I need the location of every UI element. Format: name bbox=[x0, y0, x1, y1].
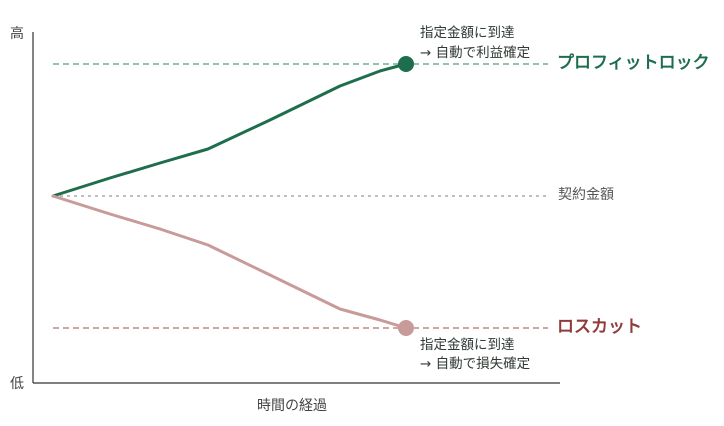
profit-lock-label: プロフィットロック bbox=[557, 53, 710, 73]
profit-lock-point bbox=[398, 56, 414, 72]
profit-trajectory bbox=[51, 62, 408, 198]
y-axis-low-label: 低 bbox=[10, 376, 24, 392]
contract-amount-label: 契約金額 bbox=[558, 187, 614, 203]
profit-note-line2: → 自動で利益確定 bbox=[420, 45, 531, 61]
loss-note-line2: → 自動で損失確定 bbox=[420, 356, 531, 372]
x-axis-label: 時間の経過 bbox=[257, 398, 327, 414]
loss-note-line1: 指定金額に到達 bbox=[420, 337, 515, 353]
loss-trajectory bbox=[51, 194, 408, 330]
loss-cut-point bbox=[398, 320, 414, 336]
profit-note-line1: 指定金額に到達 bbox=[420, 25, 515, 41]
loss-cut-label: ロスカット bbox=[557, 317, 642, 337]
y-axis-high-label: 高 bbox=[10, 26, 24, 42]
